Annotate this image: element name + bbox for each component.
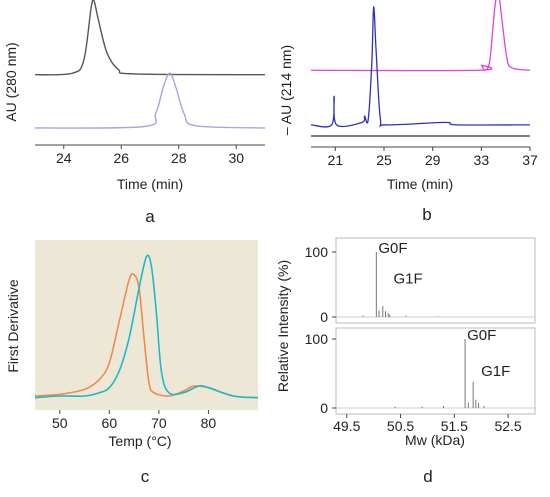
panel-a-series-line-2 [34,72,266,129]
panel-c-series-line-2 [34,254,259,399]
y-tick-label: 100 [305,331,329,347]
panel-c-y-axis-label: First Derivative [5,279,21,373]
x-tick-label: 25 [376,152,392,168]
panel-b-label: b [422,205,431,224]
x-tick-label: 24 [56,150,72,166]
panel-c-plot-area [34,254,259,399]
x-tick-label: 30 [228,150,244,166]
panel-b-x-ticks: 21 25 29 33 37 [328,147,538,168]
panel-a-plot-area [34,0,266,129]
panel-d-peak-annotation: G0F [467,327,496,344]
panel-b-y-axis-label: – AU (214 nm) [278,45,294,135]
panel-d-peak-annotation: G1F [393,271,422,288]
panel-a-series-line-1 [34,0,266,76]
panel-a-x-axis-label: Time (min) [117,176,183,192]
x-tick-label: 80 [201,415,217,431]
panel-d-x-axis-label: Mw (kDa) [405,432,465,448]
panel-d-y-axis-label: Relative Intensity (%) [275,260,291,392]
panel-c-label: c [141,467,150,486]
panel-a: 24 26 28 30 Time (min) AU (280 nm) a [3,0,266,226]
x-tick-label: 37 [522,152,538,168]
panel-d-top-frame [335,237,536,324]
panel-d-peak-annotation: G1F [481,363,510,380]
panel-d-label: d [423,467,432,486]
panel-d-ticks: 0 100 0 100 49.5 50.5 51.5 52.5 [305,244,522,434]
x-tick-label: 21 [328,152,344,168]
panel-a-x-ticks: 24 26 28 30 [56,145,244,166]
x-tick-label: 60 [102,415,118,431]
panel-d-bottom-frame [335,327,536,415]
x-tick-label: 51.5 [441,418,468,434]
panel-a-label: a [145,207,155,226]
panel-d-peak-annotation: G0F [378,240,407,257]
panel-b: 21 25 29 33 37 Time (min) – AU (214 nm) b [278,0,538,224]
x-tick-label: 50.5 [387,418,414,434]
panel-c-x-ticks: 50 60 70 80 [52,410,216,431]
x-tick-label: 52.5 [494,418,521,434]
y-tick-label: 0 [320,309,328,325]
x-tick-label: 33 [474,152,490,168]
x-tick-label: 70 [151,415,167,431]
x-tick-label: 28 [171,150,187,166]
panel-c-x-axis-label: Temp (°C) [108,433,171,449]
y-tick-label: 0 [320,400,328,416]
panel-d-plot-area: G0F G1F G0F G1F [336,240,535,409]
panel-c: 50 60 70 80 Temp (°C) First Derivative c [5,240,259,486]
x-tick-label: 29 [425,152,441,168]
panel-c-background [35,240,258,410]
panel-b-plot-area [310,0,531,137]
x-tick-label: 49.5 [333,418,360,434]
panel-c-series-line-1 [34,272,259,399]
panel-b-series-line-2 [310,6,531,128]
x-tick-label: 50 [52,415,68,431]
panel-b-x-axis-label: Time (min) [387,176,453,192]
panel-b-series-line-1 [310,0,531,72]
x-tick-label: 26 [113,150,129,166]
y-tick-label: 100 [305,244,329,260]
panel-a-y-axis-label: AU (280 nm) [3,42,19,121]
panel-d: G0F G1F G0F G1F 0 100 0 100 49.5 50.5 51.5 52.5 Mw… [275,237,536,486]
